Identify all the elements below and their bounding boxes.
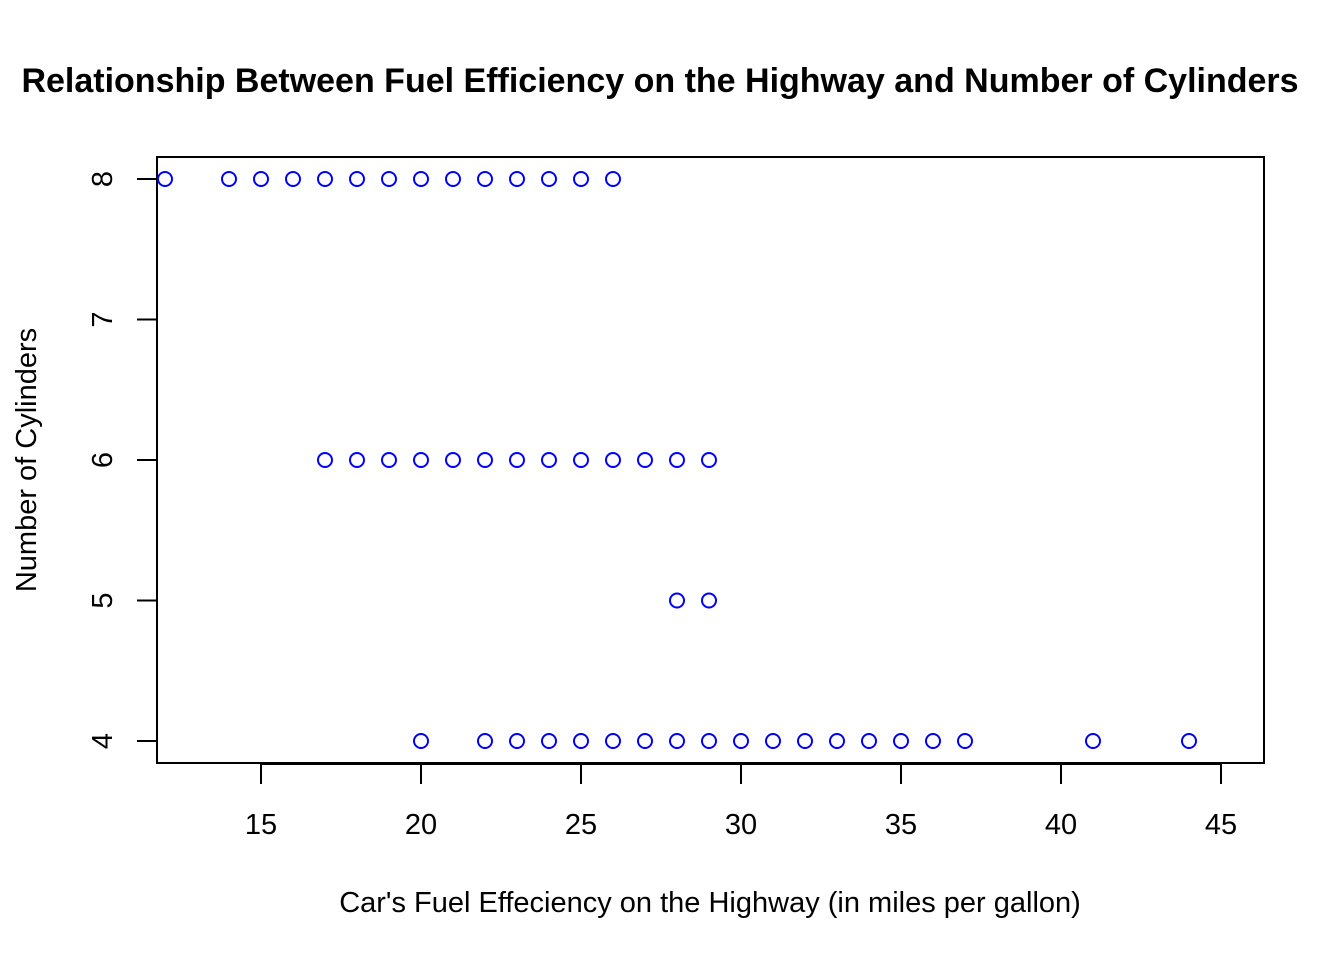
x-axis: 15 20 25 30 35 40 45 xyxy=(245,763,1237,841)
plot-frame xyxy=(156,156,1265,764)
x-tick-label: 15 xyxy=(245,809,277,841)
data-point xyxy=(925,733,941,749)
data-point xyxy=(253,171,269,187)
data-point xyxy=(477,171,493,187)
data-point xyxy=(669,733,685,749)
data-point xyxy=(573,733,589,749)
x-tick-label: 40 xyxy=(1045,809,1077,841)
data-point xyxy=(797,733,813,749)
data-point xyxy=(573,452,589,468)
data-point xyxy=(1085,733,1101,749)
x-tick-label: 30 xyxy=(725,809,757,841)
x-tick-label: 45 xyxy=(1205,809,1237,841)
y-tick-label: 8 xyxy=(87,171,119,187)
y-tick-label: 7 xyxy=(87,311,119,327)
data-point xyxy=(541,733,557,749)
data-point xyxy=(413,733,429,749)
data-point xyxy=(477,733,493,749)
data-point xyxy=(509,733,525,749)
data-point xyxy=(381,171,397,187)
data-point xyxy=(701,452,717,468)
y-axis: 4 5 6 7 8 xyxy=(87,171,158,749)
data-point xyxy=(509,171,525,187)
data-point xyxy=(541,171,557,187)
data-point xyxy=(605,733,621,749)
data-point xyxy=(445,452,461,468)
chart-title: Relationship Between Fuel Efficiency on … xyxy=(21,62,1298,100)
data-point xyxy=(669,592,685,609)
data-point xyxy=(285,171,301,187)
data-point xyxy=(829,733,845,749)
data-point xyxy=(701,592,717,609)
data-point xyxy=(349,171,365,187)
data-point xyxy=(541,452,557,468)
data-point xyxy=(413,452,429,468)
x-tick-label: 20 xyxy=(405,809,437,841)
data-point xyxy=(317,452,333,468)
y-tick-label: 5 xyxy=(87,592,119,608)
y-axis-label: Number of Cylinders xyxy=(11,328,43,592)
data-point xyxy=(637,733,653,749)
y-tick-label: 6 xyxy=(87,452,119,468)
data-point xyxy=(733,733,749,749)
data-point xyxy=(605,452,621,468)
data-point xyxy=(317,171,333,187)
data-point xyxy=(669,452,685,468)
x-axis-label: Car's Fuel Effeciency on the Highway (in… xyxy=(339,887,1081,919)
data-point xyxy=(765,733,781,749)
data-point xyxy=(861,733,877,749)
data-point xyxy=(157,171,173,187)
data-point xyxy=(413,171,429,187)
data-point xyxy=(381,452,397,468)
data-point xyxy=(477,452,493,468)
data-point xyxy=(573,171,589,187)
data-point xyxy=(445,171,461,187)
y-tick-label: 4 xyxy=(87,733,119,749)
x-tick-label: 25 xyxy=(565,809,597,841)
data-point xyxy=(637,452,653,468)
data-point xyxy=(509,452,525,468)
data-point xyxy=(349,452,365,468)
data-point xyxy=(893,733,909,749)
data-point xyxy=(221,171,237,187)
data-point xyxy=(701,733,717,749)
data-point xyxy=(1181,733,1197,749)
x-tick-label: 35 xyxy=(885,809,917,841)
data-point xyxy=(957,733,973,749)
data-points xyxy=(157,171,1197,749)
data-point xyxy=(605,171,621,187)
